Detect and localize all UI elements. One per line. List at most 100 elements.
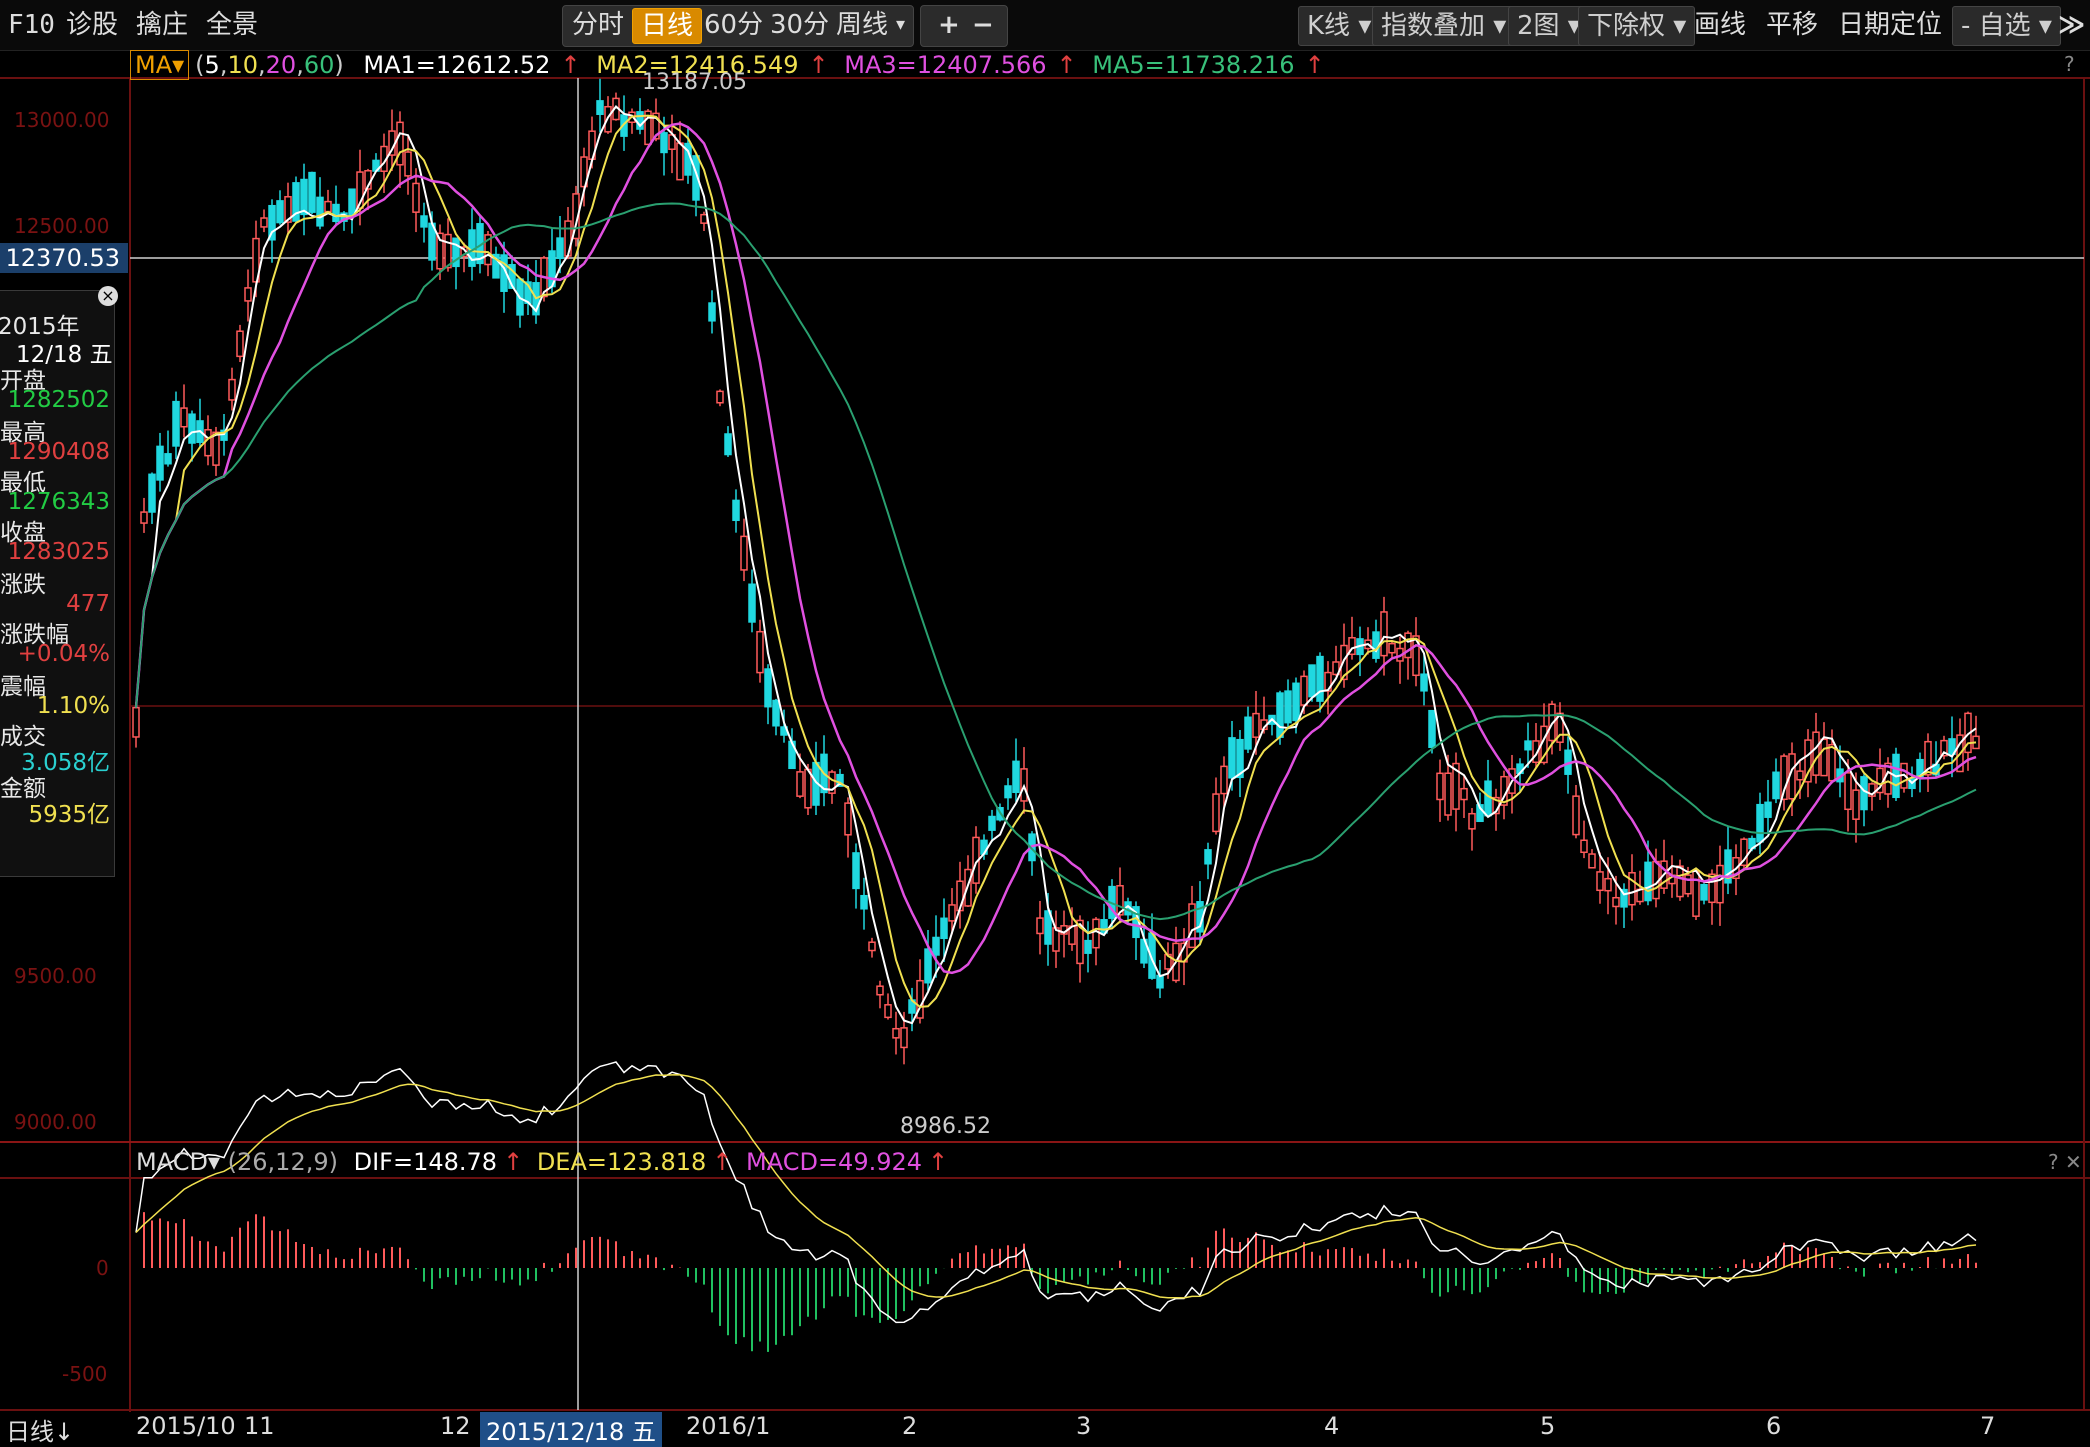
price-axis-label-13000: 13000.00 — [14, 108, 110, 132]
candle-body — [1628, 872, 1636, 906]
bar-info-panel: 2015年 12/18 五 开盘 1282502 最高 1290408 最低 1… — [0, 290, 115, 877]
macd-name: MACD — [136, 1148, 208, 1176]
overlay-dropdown[interactable]: 指数叠加 ▾ — [1372, 6, 1516, 46]
candle-body — [1596, 871, 1604, 892]
candle-body — [492, 253, 500, 279]
info-change-value: 477 — [66, 591, 110, 617]
period-weekly[interactable]: 周线 — [836, 10, 889, 40]
candle-body — [676, 142, 684, 181]
candle-body — [756, 630, 764, 674]
candle-body — [1252, 712, 1260, 738]
pan-button[interactable]: 平移 — [1766, 10, 1819, 40]
macd-selector[interactable]: MACD▾ — [136, 1148, 220, 1176]
candle-body — [844, 802, 852, 836]
date-locate-button[interactable]: 日期定位 — [1838, 10, 1943, 40]
date-axis: 日线↓ 2015/10 11 12 2015/12/18 五 2016/1 2 … — [0, 1412, 2090, 1447]
help-icon[interactable]: ? — [2064, 52, 2075, 76]
candle-body — [1780, 755, 1788, 801]
self-select-dropdown[interactable]: - 自选 ▾ — [1952, 6, 2061, 46]
candle-body — [860, 894, 868, 910]
candle-body — [1572, 795, 1580, 836]
candle-body — [1284, 690, 1292, 724]
close-icon[interactable]: × — [98, 286, 118, 306]
candle-body — [732, 499, 740, 522]
kline-dropdown[interactable]: K线 ▾ — [1298, 6, 1381, 46]
candle-body — [1948, 738, 1956, 755]
candle-body — [148, 473, 156, 513]
diagnose-button[interactable]: 诊股 — [66, 10, 119, 40]
candle-body — [1580, 839, 1588, 854]
candle-body — [1852, 789, 1860, 820]
candle-body — [1276, 692, 1284, 738]
candle-body — [764, 668, 772, 708]
candle-body — [924, 948, 932, 984]
candle-body — [556, 237, 564, 260]
panorama-button[interactable]: 全景 — [206, 10, 259, 40]
candle-body — [1476, 804, 1484, 823]
candle-body — [1812, 731, 1820, 776]
zoom-in-button[interactable]: + — [938, 10, 960, 40]
candle-body — [1228, 737, 1236, 779]
candle-body — [1380, 611, 1388, 657]
info-open-label: 开盘 — [0, 368, 46, 394]
candle-body — [876, 985, 884, 996]
exright-dropdown[interactable]: 下除权 ▾ — [1578, 6, 1696, 46]
candle-body — [1372, 631, 1380, 659]
candle-body — [1756, 803, 1764, 843]
candle-body — [660, 132, 668, 154]
ma-params-close: ) — [334, 51, 344, 79]
ma2-value: MA2=12416.549 — [596, 51, 799, 79]
zoom-group — [920, 5, 1008, 47]
period-selector — [562, 5, 914, 47]
candle-body — [1844, 772, 1852, 811]
two-charts-dropdown[interactable]: 2图 ▾ — [1508, 6, 1590, 46]
candle-body — [828, 771, 836, 794]
candle-body — [188, 413, 196, 444]
candle-body — [228, 378, 236, 401]
draw-line-button[interactable]: 画线 — [1694, 10, 1747, 40]
date-label: 11 — [244, 1412, 275, 1440]
candle-body — [452, 237, 460, 268]
ma3-value: MA3=12407.566 — [844, 51, 1047, 79]
info-pct-value: +0.04% — [17, 641, 110, 667]
candle-body — [212, 431, 220, 466]
candle-body — [1700, 883, 1708, 901]
period-60min[interactable]: 60分 — [704, 10, 764, 40]
peak-label: 13187.05 — [642, 70, 747, 95]
candle-body — [1404, 632, 1412, 659]
candle-body — [1724, 849, 1732, 884]
macd-axis-neg500: -500 — [62, 1362, 108, 1386]
candle-body — [1716, 864, 1724, 904]
candle-body — [900, 1027, 908, 1049]
zhuang-button[interactable]: 擒庄 — [136, 10, 189, 40]
macd-axis-zero: 0 — [96, 1256, 109, 1280]
date-label: 7 — [1980, 1412, 1996, 1440]
info-low-value: 1276343 — [7, 489, 110, 515]
ma5-line — [135, 202, 1977, 921]
candle-body — [748, 583, 756, 623]
f10-button[interactable]: F10 — [8, 10, 55, 40]
candle-body — [796, 771, 804, 797]
macd-help-icon[interactable]: ? ✕ — [2048, 1150, 2082, 1174]
candle-body — [1588, 853, 1596, 869]
candle-body — [292, 182, 300, 222]
candle-body — [836, 773, 844, 787]
chevron-down-icon[interactable]: ▾ — [896, 14, 906, 35]
zoom-out-button[interactable]: − — [972, 10, 994, 40]
ma-selector[interactable]: MA▾ — [130, 50, 190, 80]
candle-body — [1772, 771, 1780, 800]
candle-body — [1444, 772, 1452, 816]
collapse-icon[interactable]: ≫ — [2058, 10, 2086, 40]
date-axis-period[interactable]: 日线↓ — [6, 1418, 75, 1446]
candle-body — [1796, 770, 1804, 781]
candle-body — [804, 768, 812, 809]
period-intraday[interactable]: 分时 — [572, 10, 625, 40]
info-close-value: 1283025 — [7, 539, 110, 565]
candle-body — [1212, 793, 1220, 833]
period-daily[interactable]: 日线 — [632, 8, 703, 44]
info-high-label: 最高 — [0, 420, 46, 446]
period-30min[interactable]: 30分 — [770, 10, 830, 40]
candle-body — [244, 287, 252, 302]
candle-body — [1236, 738, 1244, 779]
